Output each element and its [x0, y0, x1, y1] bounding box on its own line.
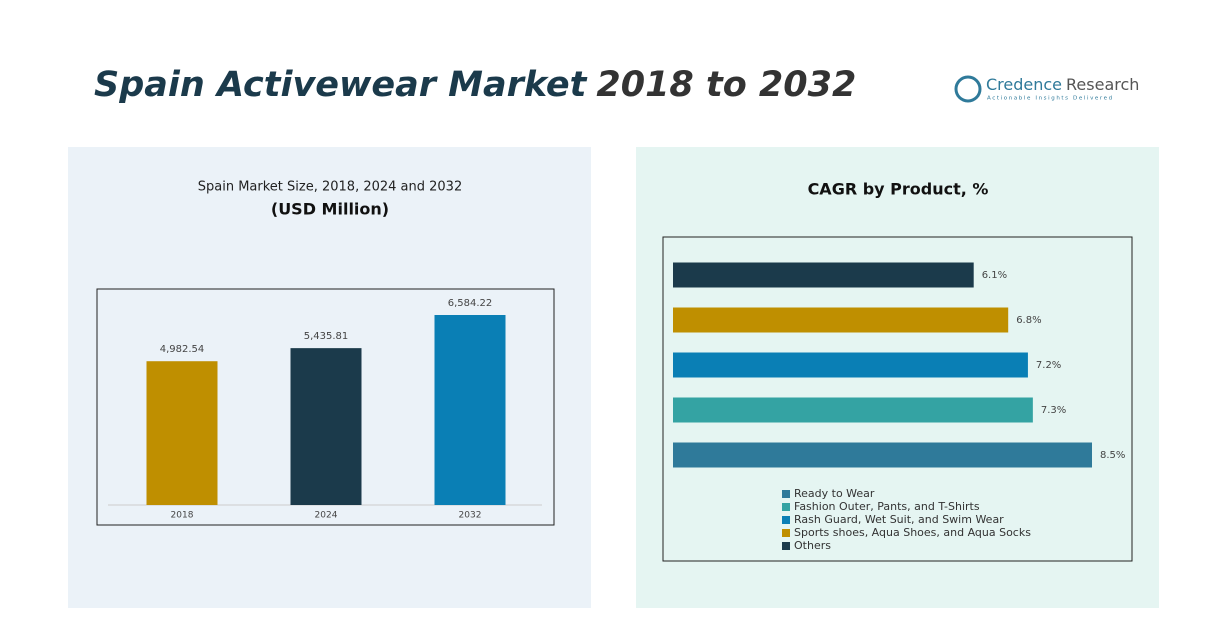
value-label: 6,584.22	[448, 298, 493, 309]
chart-subtitle: (USD Million)	[271, 200, 389, 219]
bar	[290, 348, 362, 505]
value-label: 4,982.54	[160, 344, 205, 355]
logo-name: Credence	[986, 75, 1062, 94]
legend-label: Rash Guard, Wet Suit, and Swim Wear	[794, 513, 1004, 526]
logo: Credence Research	[986, 75, 1139, 94]
legend-label: Sports shoes, Aqua Shoes, and Aqua Socks	[794, 526, 1031, 539]
value-label: 8.5%	[1100, 450, 1125, 461]
title-years: 2018 to 2032	[596, 65, 856, 105]
legend-swatch	[782, 529, 790, 537]
legend-label: Ready to Wear	[794, 487, 875, 500]
logo-icon	[954, 75, 982, 103]
bar	[673, 352, 1028, 378]
title: Spain Activewear Market 2018 to 2032	[94, 65, 856, 105]
barh-frame	[662, 236, 1133, 562]
title-main: Spain Activewear Market	[94, 65, 588, 105]
legend-swatch	[782, 503, 790, 511]
x-tick-label: 2032	[459, 511, 482, 521]
bar	[673, 397, 1033, 423]
bar	[673, 307, 1009, 333]
value-label: 6.1%	[982, 270, 1007, 281]
bar	[146, 361, 218, 505]
logo-tagline: Actionable Insights Delivered	[987, 96, 1114, 102]
x-tick-label: 2024	[315, 511, 338, 521]
bar	[673, 442, 1092, 468]
legend-label: Others	[794, 539, 831, 552]
value-label: 5,435.81	[304, 331, 349, 342]
legend-swatch	[782, 542, 790, 550]
value-label: 7.3%	[1041, 405, 1066, 416]
bar	[434, 315, 506, 505]
value-label: 7.2%	[1036, 360, 1061, 371]
chart-title: Spain Market Size, 2018, 2024 and 2032	[198, 180, 462, 195]
legend-swatch	[782, 516, 790, 524]
legend-label: Fashion Outer, Pants, and T-Shirts	[794, 500, 980, 513]
legend-swatch	[782, 490, 790, 498]
bar-frame	[96, 288, 555, 526]
bar	[673, 262, 974, 288]
value-label: 6.8%	[1016, 315, 1041, 326]
chart-title: CAGR by Product, %	[808, 180, 989, 199]
x-tick-label: 2018	[171, 511, 194, 521]
logo-name2: Research	[1066, 75, 1139, 94]
